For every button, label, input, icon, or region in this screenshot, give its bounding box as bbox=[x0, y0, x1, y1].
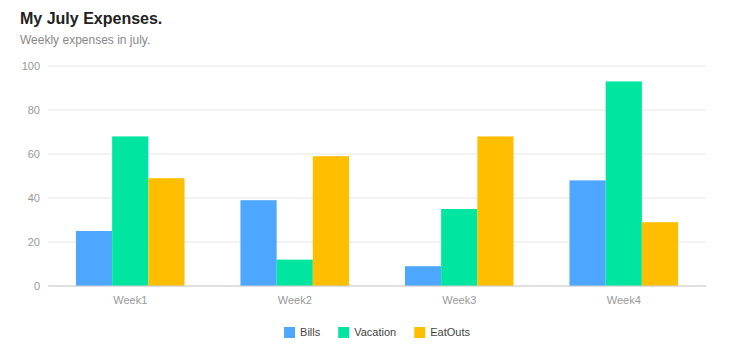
legend-swatch bbox=[284, 327, 295, 338]
y-tick-label: 0 bbox=[34, 280, 40, 292]
grid-line bbox=[48, 66, 706, 67]
bar bbox=[441, 209, 477, 286]
x-tick-label: Week2 bbox=[278, 294, 312, 306]
x-tick-label: Week1 bbox=[113, 294, 147, 306]
legend-swatch bbox=[414, 327, 425, 338]
subtitle: Weekly expenses in july. bbox=[20, 33, 150, 47]
legend-label: EatOuts bbox=[430, 326, 470, 338]
chart: My July Expenses. Weekly expenses in july… bbox=[0, 0, 730, 358]
x-axis-line bbox=[48, 286, 706, 287]
bar bbox=[277, 260, 313, 286]
bar bbox=[405, 266, 441, 286]
bar bbox=[112, 136, 148, 286]
y-tick-label: 100 bbox=[22, 60, 40, 72]
bar bbox=[313, 156, 349, 286]
legend-label: Vacation bbox=[354, 326, 396, 338]
grid-line bbox=[48, 286, 706, 287]
bar bbox=[606, 81, 642, 286]
bar bbox=[477, 136, 513, 286]
legend-item: Bills bbox=[284, 326, 321, 338]
bar bbox=[569, 180, 605, 286]
x-tick-label: Week3 bbox=[442, 294, 476, 306]
legend-item: Vacation bbox=[338, 326, 396, 338]
y-tick-label: 40 bbox=[28, 192, 40, 204]
title: My July Expenses. bbox=[20, 10, 162, 27]
bar bbox=[76, 231, 112, 286]
grid bbox=[48, 66, 706, 286]
legend-label: Bills bbox=[300, 326, 321, 338]
x-tick-label: Week4 bbox=[607, 294, 641, 306]
legend-swatch bbox=[338, 327, 349, 338]
y-tick-label: 20 bbox=[28, 236, 40, 248]
bar bbox=[148, 178, 184, 286]
legend: Bills Vacation EatOuts bbox=[284, 326, 470, 338]
y-tick-label: 80 bbox=[28, 104, 40, 116]
bar bbox=[240, 200, 276, 286]
bars bbox=[76, 81, 678, 286]
bar bbox=[642, 222, 678, 286]
legend-item: EatOuts bbox=[414, 326, 470, 338]
y-tick-label: 60 bbox=[28, 148, 40, 160]
